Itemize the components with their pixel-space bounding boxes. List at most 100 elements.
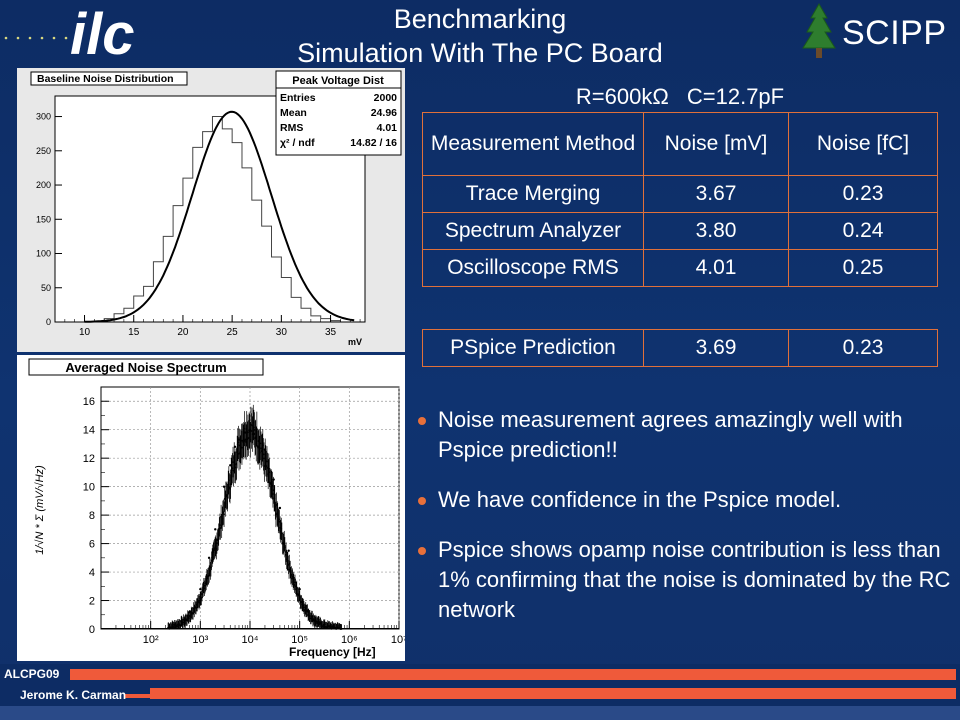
pspice-row: PSpice Prediction 3.69 0.23 xyxy=(422,329,938,367)
spectrum-sample-point xyxy=(263,448,267,451)
table-cell-method: Trace Merging xyxy=(422,175,644,213)
hist-y-tick-label: 250 xyxy=(36,146,51,156)
table-cell-fc: 0.24 xyxy=(788,212,938,250)
stats-value-entries: 2000 xyxy=(374,92,398,104)
spectrum-x-tick-label: 10² xyxy=(143,634,159,646)
spectrum-title: Averaged Noise Spectrum xyxy=(65,360,226,375)
spectrum-title-box xyxy=(28,358,264,376)
hist-title: Baseline Noise Distribution xyxy=(37,73,174,85)
spectrum-sample-point xyxy=(207,556,211,560)
spectrum-y-tick-label: 10 xyxy=(83,482,95,494)
hist-y-tick-label: 100 xyxy=(36,249,51,259)
header-noise-mv: Noise [mV] xyxy=(643,112,789,176)
stats-label-chi2: χ² / ndf xyxy=(280,137,315,149)
header-noise-fc: Noise [fC] xyxy=(788,112,938,176)
spectrum-sample-point xyxy=(272,478,275,481)
footer-bottom-strip xyxy=(0,706,960,720)
stats-value-rms: 4.01 xyxy=(377,122,398,134)
hist-x-tick-label: 20 xyxy=(177,327,189,338)
scipp-logo-text: SCIPP xyxy=(842,14,947,52)
hist-x-tick-label: 30 xyxy=(276,327,288,338)
table-cell-fc: 0.25 xyxy=(788,249,938,287)
spectrum-sample-point xyxy=(229,464,232,467)
spectrum-y-tick-label: 8 xyxy=(89,510,95,522)
spectrum-y-tick-label: 6 xyxy=(89,539,95,551)
rc-parameters: R=600kΩ C=12.7pF xyxy=(575,84,785,109)
spectrum-sample-point xyxy=(307,610,310,614)
spectrum-y-tick-label: 16 xyxy=(83,396,95,408)
table-cell-mv: 3.80 xyxy=(643,212,789,250)
bullet-item: Noise measurement agrees amazingly well … xyxy=(414,405,954,465)
dotted-line-decoration xyxy=(4,36,68,40)
spectrum-y-tick-label: 2 xyxy=(89,596,95,608)
stats-label-entries: Entries xyxy=(280,92,316,104)
spectrum-y-tick-label: 12 xyxy=(83,453,95,465)
spectrum-y-tick-label: 4 xyxy=(89,567,95,579)
spectrum-sample-point xyxy=(318,622,321,625)
spectrum-y-axis-label: 1/√N * Σ (mV/√Hz) xyxy=(34,465,46,555)
ilc-logo: ilc xyxy=(70,2,135,64)
bullet-text: Pspice shows opamp noise contribution is… xyxy=(438,537,951,622)
spectrum-x-tick-label: 10⁶ xyxy=(341,634,358,646)
hist-x-axis-label: mV xyxy=(348,337,362,347)
hist-x-tick-label: 10 xyxy=(79,327,91,338)
hist-y-tick-label: 0 xyxy=(46,317,51,327)
tree-icon xyxy=(802,2,836,58)
hist-y-tick-label: 50 xyxy=(41,283,51,293)
bullet-dot-icon xyxy=(418,417,426,425)
table-cell-method: Oscilloscope RMS xyxy=(422,249,644,287)
stats-title: Peak Voltage Dist xyxy=(292,75,384,87)
hist-y-tick-label: 150 xyxy=(36,214,51,224)
spectrum-sample-point xyxy=(237,438,241,441)
stats-value-chi2: 14.82 / 16 xyxy=(350,137,397,149)
spectrum-x-axis-label: Frequency [Hz] xyxy=(289,645,376,659)
bullet-item: Pspice shows opamp noise contribution is… xyxy=(414,535,954,625)
ilc-logo-text: ilc xyxy=(70,2,135,64)
hist-y-tick-label: 200 xyxy=(36,180,51,190)
bullet-text: We have confidence in the Pspice model. xyxy=(438,487,842,512)
spectrum-sample-point xyxy=(199,587,202,591)
table-cell-mv: 3.67 xyxy=(643,175,789,213)
stats-label-rms: RMS xyxy=(280,122,303,134)
spectrum-sample-point xyxy=(233,445,237,448)
hist-x-tick-label: 15 xyxy=(128,327,140,338)
spectrum-x-tick-label: 10⁵ xyxy=(291,634,308,646)
page-title: Benchmarking Simulation With The PC Boar… xyxy=(220,2,740,70)
bullet-dot-icon xyxy=(418,497,426,505)
pspice-fc: 0.23 xyxy=(788,329,938,367)
title-line-1: Benchmarking xyxy=(393,4,567,34)
table-cell-mv: 4.01 xyxy=(643,249,789,287)
spectrum-sample-point xyxy=(298,587,301,591)
footer-conference: ALCPG09 xyxy=(4,667,60,681)
table-cell-fc: 0.23 xyxy=(788,175,938,213)
gaussian-fit-curve xyxy=(84,110,355,323)
table-row: Oscilloscope RMS 4.01 0.25 xyxy=(422,249,938,287)
footer-author: Jerome K. Carman xyxy=(20,688,127,702)
spectrum-sample-point xyxy=(287,549,290,552)
spectrum-y-tick-label: 0 xyxy=(89,624,95,636)
conclusion-bullets: Noise measurement agrees amazingly well … xyxy=(414,405,954,645)
pspice-label: PSpice Prediction xyxy=(422,329,644,367)
spectrum-chart: Averaged Noise Spectrum 10² 10³ 10⁴ 10⁵ 10⁶ 1… xyxy=(17,355,457,661)
stats-box xyxy=(275,70,402,156)
table-row: Trace Merging 3.67 0.23 xyxy=(422,175,938,213)
stats-value-mean: 24.96 xyxy=(371,107,397,119)
spectrum-y-tick-label: 14 xyxy=(83,425,95,437)
bullet-text: Noise measurement agrees amazingly well … xyxy=(438,407,903,462)
hist-bars-outline xyxy=(103,116,341,322)
spectrum-sample-point xyxy=(257,439,260,443)
histogram-chart: Baseline Noise Distribution 10 15 20 25 30 35… xyxy=(17,68,405,352)
hist-title-box xyxy=(30,71,188,86)
spectrum-sample-point xyxy=(173,623,176,626)
svg-text:1/√N * Σ (mV/√Hz): 1/√N * Σ (mV/√Hz) xyxy=(34,465,46,555)
noise-measurement-table: Measurement Method Noise [mV] Noise [fC]… xyxy=(422,112,938,287)
hist-x-tick-label: 25 xyxy=(227,327,239,338)
bullet-dot-icon xyxy=(418,547,426,555)
hist-y-tick-label: 300 xyxy=(36,112,51,122)
spectrum-panel: Averaged Noise Spectrum 10² 10³ 10⁴ 10⁵ 10⁶ 1… xyxy=(17,355,457,661)
spectrum-data-point xyxy=(223,513,225,516)
spectrum-x-tick-label: 10⁴ xyxy=(242,634,259,646)
spectrum-x-tick-label: 10⁷ xyxy=(391,634,405,646)
spectrum-sample-point xyxy=(214,528,217,531)
table-header-row: Measurement Method Noise [mV] Noise [fC] xyxy=(422,112,938,176)
